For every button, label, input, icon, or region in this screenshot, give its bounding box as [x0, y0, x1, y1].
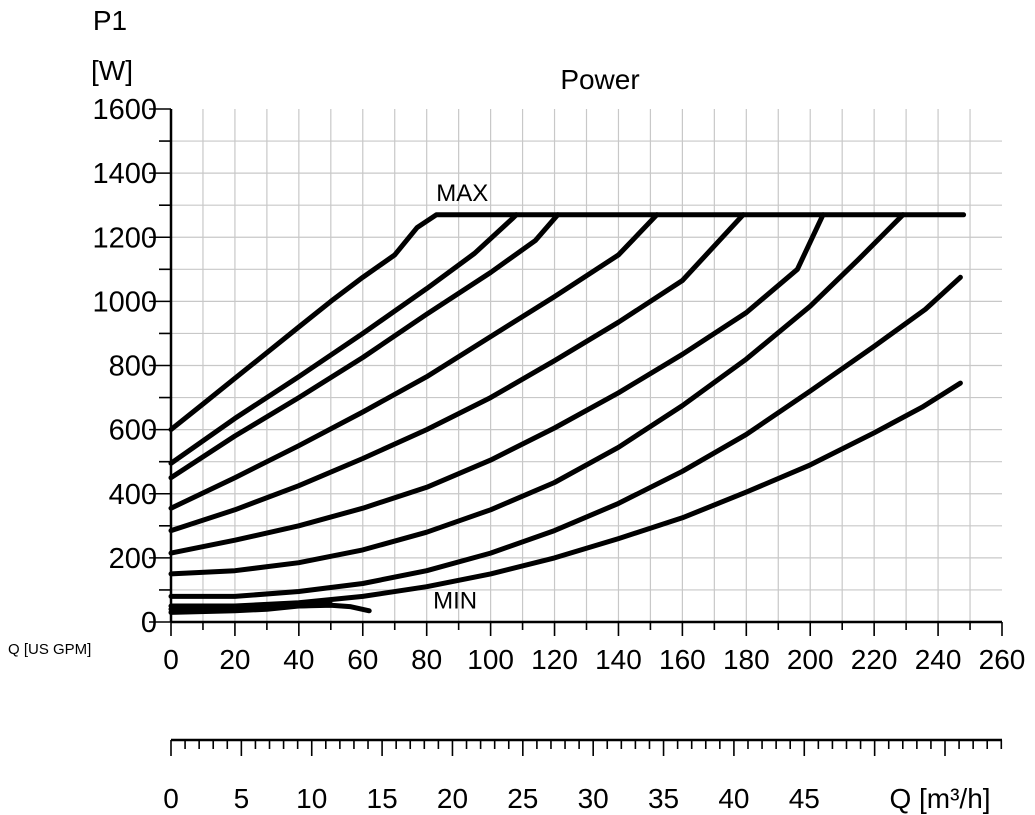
x-tick-label: 180 — [723, 644, 770, 675]
x-tick-label: 100 — [467, 644, 514, 675]
x-tick-labels: 0 20 40 60 80 100 120 140 160 180 200 220 240 260 — [163, 644, 1025, 675]
annotation-min: MIN — [433, 587, 477, 614]
power-curves — [168, 212, 967, 615]
y-tick-label: 400 — [109, 479, 157, 511]
x-tick-label: 120 — [531, 644, 578, 675]
x-tick-label: 140 — [595, 644, 642, 675]
y-tick-label: 0 — [141, 607, 157, 639]
secondary-tick-label: 15 — [367, 783, 398, 814]
y-tick-label: 1000 — [92, 286, 157, 318]
y-axis-label-line2: [W] — [91, 55, 133, 86]
curve-6 — [168, 212, 826, 556]
curve-3 — [168, 212, 561, 481]
annotations: MAX MIN — [433, 180, 488, 614]
y-tick-label: 200 — [109, 543, 157, 575]
x-tick-label: 20 — [219, 644, 250, 675]
secondary-tick-label: 45 — [789, 783, 820, 814]
curve-1 — [168, 212, 967, 433]
secondary-tick-label: 20 — [437, 783, 468, 814]
secondary-tick-label: 10 — [296, 783, 327, 814]
grid — [171, 109, 1002, 622]
curve-2 — [168, 212, 519, 466]
curve-4 — [168, 212, 660, 511]
secondary-axis: 0 5 10 15 20 25 30 35 40 45 — [163, 738, 1003, 814]
y-tick-label: 600 — [109, 415, 157, 447]
x-tick-label: 40 — [283, 644, 314, 675]
y-axis-label-line1: P1 — [93, 5, 127, 36]
chart-title: Power — [560, 64, 639, 95]
y-tick-label: 800 — [109, 351, 157, 383]
x-tick-label: 60 — [347, 644, 378, 675]
curve-7 — [168, 212, 906, 577]
curve-9 — [168, 380, 963, 609]
y-tick-label: 1200 — [92, 222, 157, 254]
x-tick-label: 260 — [979, 644, 1026, 675]
x-tick-label: 240 — [915, 644, 962, 675]
x-tick-label: 160 — [659, 644, 706, 675]
x-tick-label: 200 — [787, 644, 834, 675]
curve-5 — [168, 212, 746, 534]
secondary-tick-label: 25 — [507, 783, 538, 814]
secondary-tick-label: 5 — [234, 783, 250, 814]
minor-ticks — [149, 108, 1003, 636]
curve-11 — [168, 601, 334, 615]
x-tick-label: 80 — [411, 644, 442, 675]
annotation-max: MAX — [436, 180, 488, 207]
x-tick-label: 220 — [851, 644, 898, 675]
y-tick-labels: 0 200 400 600 800 1000 1200 1400 1600 — [92, 94, 157, 639]
secondary-tick-label: 35 — [648, 783, 679, 814]
y-tick-label: 1400 — [92, 158, 157, 190]
x-axis-label: Q [US GPM] — [8, 641, 91, 658]
secondary-tick-label: 40 — [718, 783, 749, 814]
x-tick-label: 0 — [163, 644, 179, 675]
secondary-tick-label: 30 — [578, 783, 609, 814]
curve-8 — [168, 274, 963, 599]
y-tick-label: 1600 — [92, 94, 157, 126]
secondary-x-axis-label: Q [m³/h] — [889, 783, 990, 814]
secondary-tick-label: 0 — [163, 783, 179, 814]
